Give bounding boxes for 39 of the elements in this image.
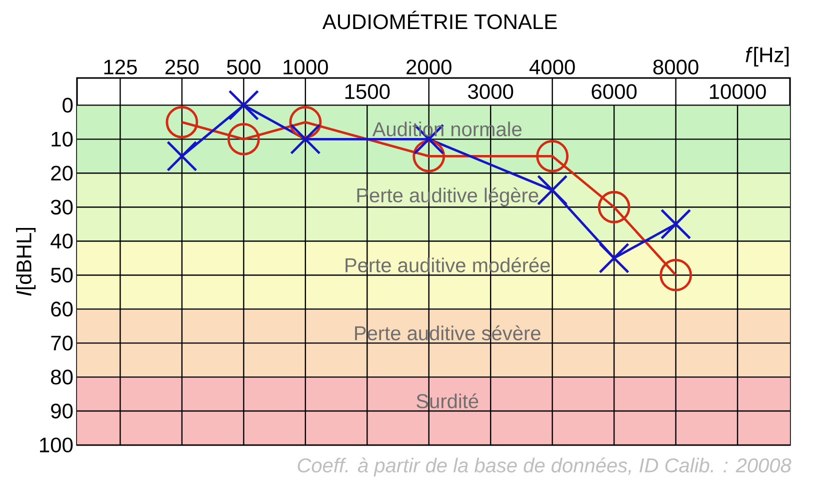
- chart-title: AUDIOMÉTRIE TONALE: [322, 10, 557, 30]
- x-tick-label: 4000: [529, 60, 575, 74]
- point: [290, 124, 321, 155]
- y-tick-label: 40: [50, 234, 73, 249]
- point: [166, 106, 198, 138]
- point: [227, 122, 260, 156]
- y-tick-label: 20: [51, 166, 73, 181]
- y-tick-label: 60: [51, 302, 73, 317]
- x-tick-label: 10000: [710, 84, 766, 100]
- y-tick-label: 70: [51, 336, 73, 350]
- point: [536, 140, 569, 172]
- x-tick-label: 1000: [284, 60, 328, 74]
- point: [536, 174, 568, 206]
- x-tick-label: 3000: [468, 84, 514, 100]
- point: [228, 90, 260, 121]
- y-axis-title: I[dBHL]: [16, 228, 36, 296]
- y-tick-label: 80: [51, 370, 73, 384]
- x-tick-label: 1500: [345, 84, 390, 100]
- y-tick-label: 0: [62, 98, 73, 113]
- point: [660, 258, 692, 292]
- point: [598, 242, 630, 274]
- x-tick-label: 500: [227, 60, 260, 74]
- y-tick-label: 10: [52, 132, 73, 147]
- point: [598, 190, 630, 224]
- x-tick-label: 8000: [653, 60, 698, 74]
- x-tick-label: 6000: [592, 84, 637, 100]
- text: Coeff. à partir de la base de données, ID Calib. : 20008: [298, 458, 792, 476]
- x-tick-label: 250: [165, 60, 199, 74]
- point: [289, 106, 322, 138]
- x-tick-label: 2000: [406, 60, 452, 74]
- y-tick-label: 30: [50, 200, 73, 215]
- y-tick-label: 50: [50, 268, 73, 283]
- x-tick-label: 125: [104, 60, 137, 74]
- x-axis-title: f[Hz]: [746, 46, 789, 66]
- point: [412, 140, 446, 172]
- y-tick-label: 100: [40, 438, 73, 452]
- point: [660, 208, 692, 240]
- y-tick-label: 90: [51, 404, 73, 418]
- point: [166, 140, 198, 172]
